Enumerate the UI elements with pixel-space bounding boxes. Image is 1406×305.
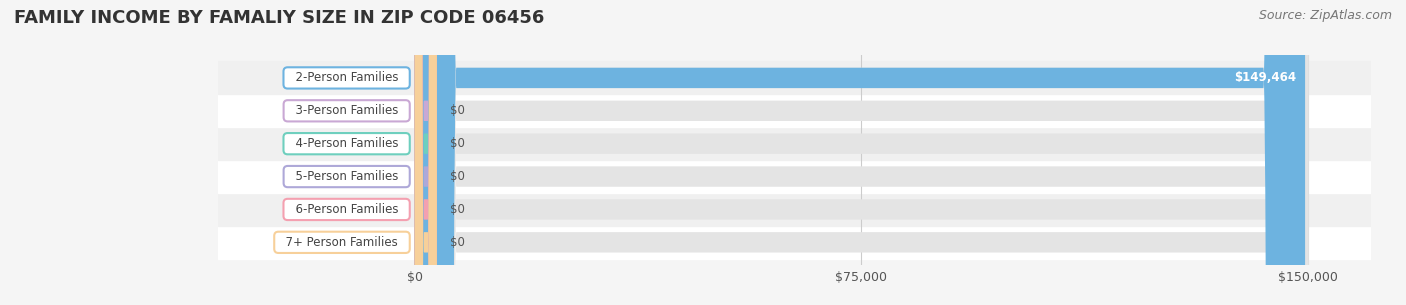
FancyBboxPatch shape	[415, 0, 437, 305]
Bar	[218, 127, 1371, 160]
FancyBboxPatch shape	[415, 0, 437, 305]
Text: $0: $0	[450, 137, 465, 150]
Bar	[218, 62, 1371, 94]
FancyBboxPatch shape	[415, 0, 1309, 305]
FancyBboxPatch shape	[415, 0, 1309, 305]
Text: 5-Person Families: 5-Person Families	[288, 170, 405, 183]
Text: $0: $0	[450, 170, 465, 183]
Bar	[218, 94, 1371, 127]
FancyBboxPatch shape	[415, 0, 437, 305]
Text: $0: $0	[450, 203, 465, 216]
Text: 7+ Person Families: 7+ Person Families	[278, 236, 405, 249]
FancyBboxPatch shape	[415, 0, 1309, 305]
FancyBboxPatch shape	[415, 0, 437, 305]
Text: FAMILY INCOME BY FAMALIY SIZE IN ZIP CODE 06456: FAMILY INCOME BY FAMALIY SIZE IN ZIP COD…	[14, 9, 544, 27]
Text: $0: $0	[450, 236, 465, 249]
Text: $149,464: $149,464	[1234, 71, 1296, 84]
Text: Source: ZipAtlas.com: Source: ZipAtlas.com	[1258, 9, 1392, 22]
Text: 6-Person Families: 6-Person Families	[288, 203, 405, 216]
Text: 2-Person Families: 2-Person Families	[288, 71, 405, 84]
FancyBboxPatch shape	[415, 0, 1309, 305]
Text: 4-Person Families: 4-Person Families	[288, 137, 405, 150]
FancyBboxPatch shape	[415, 0, 1309, 305]
Bar	[218, 160, 1371, 193]
Text: $0: $0	[450, 104, 465, 117]
FancyBboxPatch shape	[415, 0, 1305, 305]
Text: 3-Person Families: 3-Person Families	[288, 104, 405, 117]
FancyBboxPatch shape	[415, 0, 1309, 305]
Bar	[218, 226, 1371, 259]
Bar	[218, 193, 1371, 226]
FancyBboxPatch shape	[415, 0, 437, 305]
